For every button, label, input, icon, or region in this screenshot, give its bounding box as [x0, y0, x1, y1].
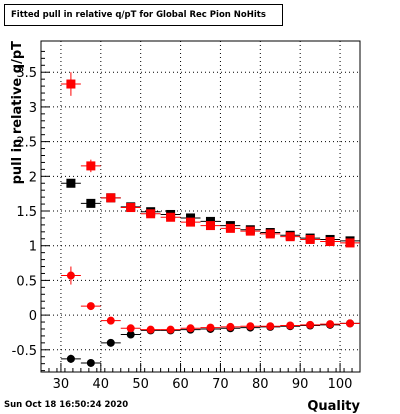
data-point-circle — [326, 320, 335, 329]
x-tick-label: 90 — [292, 377, 309, 392]
y-tick-label: 0.5 — [16, 274, 37, 289]
y-tick-label: 2 — [29, 170, 37, 185]
x-tick-label: 60 — [172, 377, 189, 392]
data-point-circle — [126, 330, 135, 339]
timestamp: Sun Oct 18 16:50:24 2020 — [4, 400, 129, 410]
data-point-square — [285, 232, 295, 242]
data-point-circle — [106, 316, 115, 325]
x-tick-label: 40 — [93, 377, 110, 392]
data-point-square — [86, 161, 96, 171]
data-point-square — [305, 234, 315, 244]
y-axis-title: pull in relative q/pT — [10, 41, 25, 185]
data-point-square — [66, 79, 76, 89]
data-point-circle — [66, 354, 75, 363]
data-point-circle — [246, 322, 255, 331]
y-tick-label: 1.5 — [16, 205, 37, 220]
x-tick-label: 100 — [328, 377, 353, 392]
title-box: Fitted pull in relative q/pT for Global … — [4, 4, 283, 26]
data-point-circle — [226, 322, 235, 331]
x-axis-title: Quality — [307, 399, 360, 414]
y-tick-label: 3 — [29, 101, 37, 116]
chart-title: Fitted pull in relative q/pT for Global … — [11, 10, 266, 20]
data-point-circle — [186, 324, 195, 333]
data-point-circle — [66, 271, 75, 280]
data-point-square — [225, 223, 235, 233]
data-point-circle — [86, 358, 95, 367]
data-point-circle — [146, 325, 155, 334]
data-point-square — [245, 226, 255, 236]
data-point-circle — [286, 321, 295, 330]
y-tick-label: -0.5 — [12, 344, 37, 359]
y-tick-label: 0 — [29, 309, 37, 324]
x-tick-label: 80 — [252, 377, 269, 392]
data-point-square — [345, 238, 355, 248]
data-point-circle — [346, 319, 355, 328]
data-point-circle — [166, 325, 175, 334]
data-point-square — [325, 237, 335, 247]
data-point-square — [186, 217, 196, 227]
x-tick-label: 50 — [132, 377, 149, 392]
data-point-square — [126, 203, 136, 213]
data-point-square — [106, 193, 116, 203]
data-point-circle — [106, 338, 115, 347]
y-tick-label: 2.5 — [16, 136, 37, 151]
data-point-circle — [306, 320, 315, 329]
data-point-circle — [206, 323, 215, 332]
y-tick-label: 1 — [29, 240, 37, 255]
x-tick-label: 30 — [53, 377, 70, 392]
y-tick-label: 3.5 — [16, 66, 37, 81]
data-point-circle — [126, 324, 135, 333]
data-point-circle — [86, 302, 95, 311]
data-point-square — [166, 212, 176, 222]
x-tick-label: 70 — [212, 377, 229, 392]
data-point-square — [146, 209, 156, 219]
data-point-square — [265, 229, 275, 239]
data-point-circle — [266, 322, 275, 331]
data-point-square — [66, 178, 76, 188]
data-point-square — [205, 221, 215, 231]
data-point-square — [86, 198, 96, 208]
